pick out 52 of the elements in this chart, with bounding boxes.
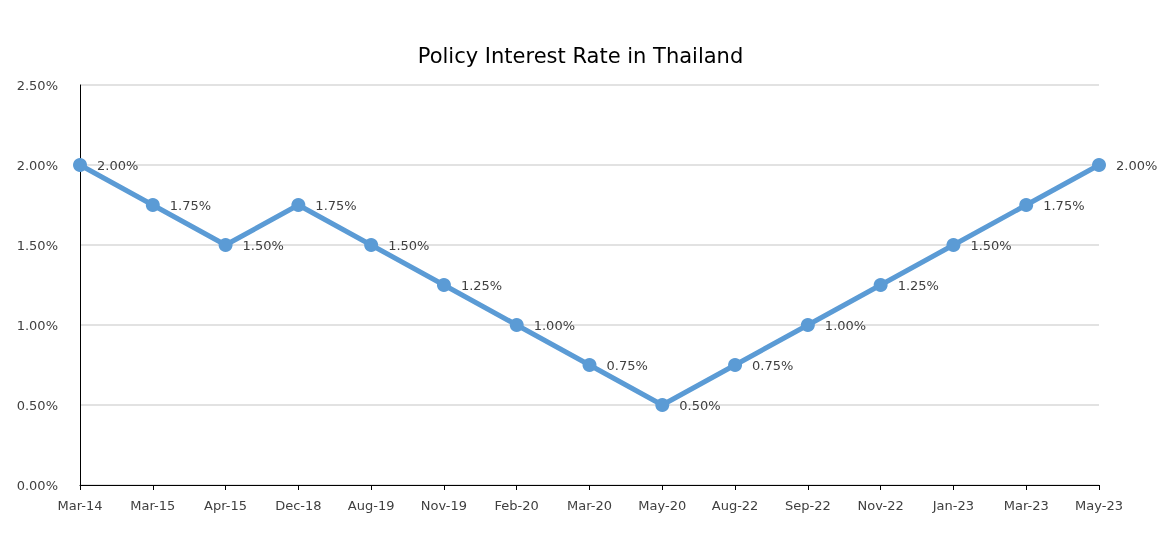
point	[436, 278, 451, 292]
point	[800, 318, 815, 332]
x-tick-label: Mar-23	[1003, 498, 1049, 513]
data-label: 1.25%	[897, 277, 939, 293]
x-tick-label: Nov-19	[420, 498, 468, 513]
point	[946, 238, 961, 252]
x-tick-label: Sep-22	[784, 498, 831, 513]
point	[1092, 158, 1106, 172]
x-tick-label: Aug-22	[711, 498, 759, 513]
y-tick-label: 1.50%	[16, 237, 58, 253]
x-tick-label: Dec-18	[275, 498, 322, 513]
point	[655, 398, 670, 412]
point	[73, 158, 87, 172]
x-tick-label: May-20	[638, 498, 687, 513]
point	[291, 198, 306, 212]
x-tick-label: Apr-15	[204, 498, 248, 513]
data-label: 0.75%	[606, 357, 648, 373]
data-label: 1.75%	[169, 197, 212, 213]
point	[582, 358, 597, 372]
x-tick-label: Aug-19	[347, 498, 395, 513]
point	[364, 238, 379, 252]
x-tick-label: Mar-14	[57, 498, 103, 513]
data-label: 1.25%	[460, 277, 503, 293]
data-label: 1.50%	[388, 237, 430, 253]
data-label: 1.75%	[315, 197, 357, 213]
point	[728, 358, 743, 372]
data-label: 1.50%	[970, 237, 1012, 253]
point	[873, 278, 888, 292]
point	[218, 238, 233, 252]
data-label: 0.75%	[752, 357, 794, 373]
point	[145, 198, 160, 212]
x-tick-label: Jan-23	[931, 498, 975, 513]
data-label: 2.00%	[97, 157, 139, 173]
x-tick-label: Mar-15	[130, 498, 176, 513]
data-label: 1.50%	[242, 237, 284, 253]
y-tick-label: 1.00%	[16, 317, 58, 333]
x-tick-label: Feb-20	[494, 498, 539, 513]
data-label: 1.00%	[824, 317, 867, 333]
y-tick-label: 2.50%	[16, 77, 58, 93]
y-tick-label: 0.00%	[16, 477, 58, 493]
data-label: 0.50%	[679, 397, 721, 413]
y-tick-label: 0.50%	[16, 397, 58, 413]
point	[509, 318, 524, 332]
x-tick-label: May-23	[1075, 498, 1123, 513]
data-label: 1.75%	[1043, 197, 1085, 213]
x-tick-label: Nov-22	[857, 498, 904, 513]
chart-title: Policy Interest Rate in Thailand	[417, 43, 744, 68]
point	[1019, 198, 1034, 212]
data-label: 2.00%	[1116, 157, 1158, 173]
data-label: 1.00%	[533, 317, 576, 333]
x-tick-label: Mar-20	[567, 498, 612, 513]
y-tick-label: 2.00%	[16, 157, 58, 173]
